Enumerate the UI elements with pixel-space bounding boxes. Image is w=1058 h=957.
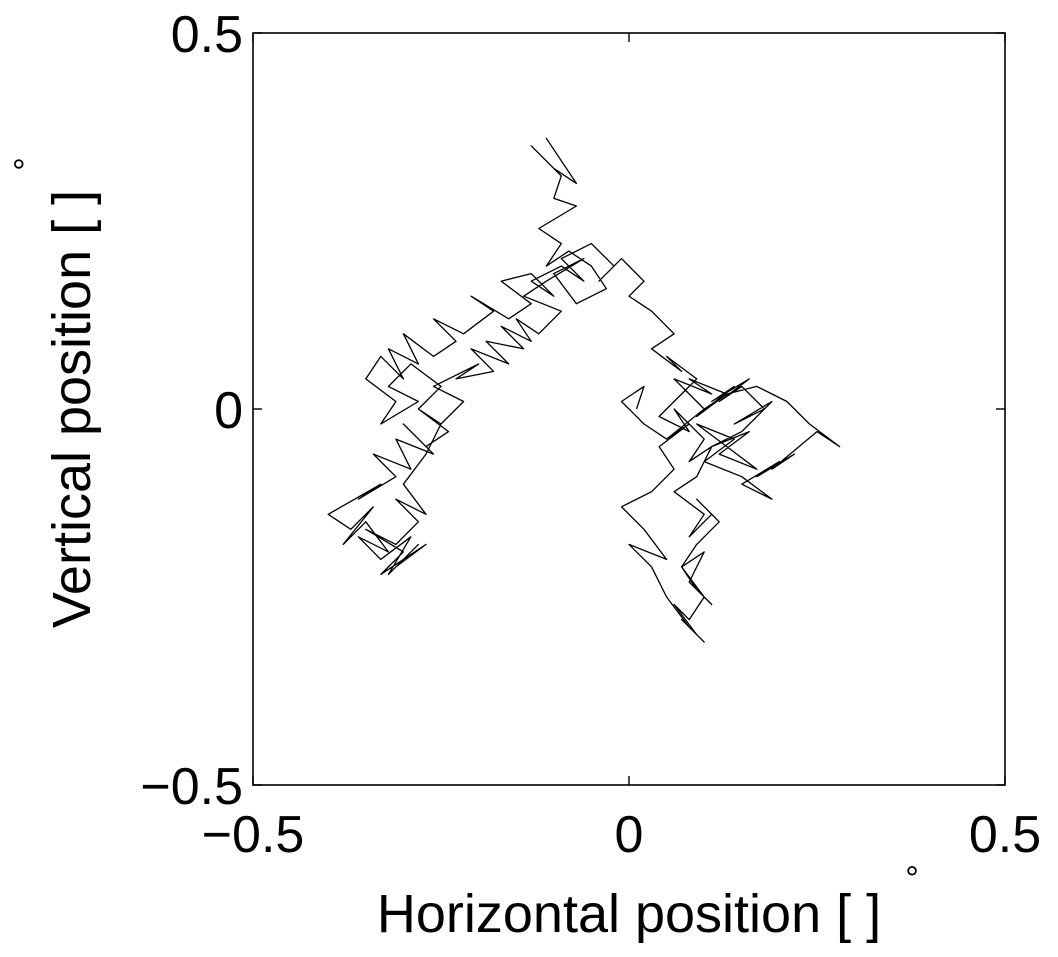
trace-line — [327, 137, 841, 643]
x-axis-unit-symbol: ° — [905, 860, 919, 898]
y-tick-labels: −0.5 0 0.5 — [140, 6, 243, 816]
y-tick-label: 0.5 — [171, 6, 243, 64]
y-axis-label: Vertical position [ ] — [42, 190, 102, 628]
y-tick-label: 0 — [214, 382, 243, 440]
x-tick-labels: −0.5 0 0.5 — [202, 806, 1041, 864]
x-tick-label: −0.5 — [202, 806, 305, 864]
y-tick-label: −0.5 — [140, 758, 243, 816]
eye-position-trace — [327, 137, 841, 643]
axis-ticks — [252, 32, 1006, 786]
x-tick-label: 0.5 — [969, 806, 1041, 864]
y-axis-unit-symbol: ° — [8, 157, 46, 171]
x-axis-label: Horizontal position [ ] — [377, 884, 881, 944]
x-tick-label: 0 — [615, 806, 644, 864]
